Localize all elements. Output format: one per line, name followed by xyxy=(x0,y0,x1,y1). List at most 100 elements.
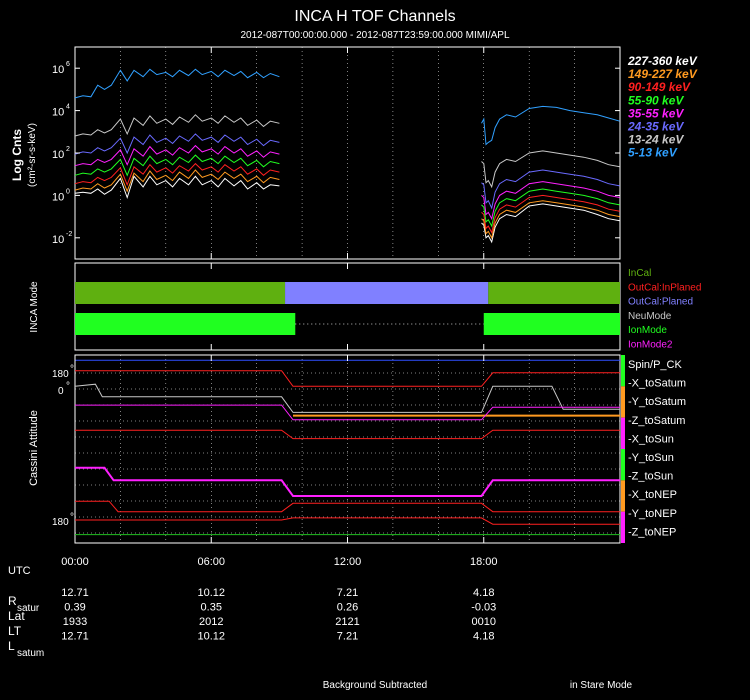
attitude-color-bar-segment xyxy=(621,511,625,543)
counts-y-tick-exp: 6 xyxy=(66,61,70,68)
counts-y-units: (cm²-sr-s-keV) xyxy=(27,123,38,187)
time-tick-label: 12:00 xyxy=(334,556,362,568)
series-line-149-227-keV-after-gap xyxy=(481,200,620,240)
ephemeris-value: 7.21 xyxy=(337,631,358,643)
attitude-legend--Y_toSatum: -Y_toSatum xyxy=(628,396,686,408)
series-line-227-360-keV-before-gap xyxy=(74,175,280,200)
ephemeris-value: 4.18 xyxy=(473,587,494,599)
series-line-55-90-keV-before-gap xyxy=(74,154,280,177)
footer-background-note: Background Subtracted xyxy=(323,680,428,691)
mode-legend-OutCal-Planed: OutCal:Planed xyxy=(628,297,693,308)
series-line-24-35-keV-before-gap xyxy=(74,133,280,155)
attitude-color-bar-segment xyxy=(621,480,625,512)
mode-y-label: INCA Mode xyxy=(29,281,40,333)
attitude-top-tick: 180 ° xyxy=(52,364,74,380)
mode-bands xyxy=(75,282,620,335)
utc-label: UTC xyxy=(8,565,31,577)
attitude-color-bar-segment xyxy=(621,417,625,449)
mode-legend-OutCal-InPlaned: OutCal:InPlaned xyxy=(628,282,701,293)
time-axis: 00:00 06:00 12:00 18:00 xyxy=(61,47,498,568)
chart-subtitle: 2012-087T00:00:00.000 - 2012-087T23:59:0… xyxy=(240,30,510,41)
mode-band-IonMode xyxy=(483,313,620,335)
ephemeris-label: LT xyxy=(8,624,22,638)
time-tick-label: 00:00 xyxy=(61,556,89,568)
series-line-55-90-keV-after-gap xyxy=(481,188,620,228)
counts-y-tick-exp: 0 xyxy=(66,188,70,195)
series-line-35-55-keV-before-gap xyxy=(74,144,280,167)
mode-panel-frame xyxy=(74,262,621,351)
mode-band-InCal xyxy=(75,282,286,304)
attitude-series-group xyxy=(74,355,625,543)
series-line-24-35-keV-after-gap xyxy=(481,169,620,210)
series-line-35-55-keV-after-gap xyxy=(481,181,620,221)
attitude-line--X_toSatum xyxy=(75,370,620,387)
counts-y-tick-exp: 2 xyxy=(66,146,70,153)
ephemeris-value: 2012 xyxy=(199,616,223,628)
counts-y-tick-base: 10 xyxy=(52,64,64,76)
attitude-line--Y_toNEP xyxy=(75,517,620,525)
ephemeris-value: 12.71 xyxy=(61,631,89,643)
counts-y-tick-base: 10 xyxy=(52,149,64,161)
attitude-bottom-tick: 180 ° xyxy=(52,512,74,528)
attitude-legend--Z_toNEP: -Z_toNEP xyxy=(628,526,676,538)
counts-series-group xyxy=(74,68,620,244)
series-line-13-24-keV-before-gap xyxy=(74,114,280,137)
ephemeris-value: 0.39 xyxy=(64,602,85,614)
legend-entry-90-149-keV: 90-149 keV xyxy=(628,80,691,94)
ephemeris-label-sub: satum xyxy=(17,648,44,659)
attitude-legend--Y_toNEP: -Y_toNEP xyxy=(628,508,677,520)
attitude-zero-tick: 0 ° xyxy=(58,381,70,397)
attitude-legend: Spin/P_CK -X_toSatum -Y_toSatum -Z_toSatum -… xyxy=(628,359,686,538)
legend-entry-24-35-keV: 24-35 keV xyxy=(627,120,684,134)
attitude-line--Y_toSun xyxy=(75,429,620,440)
attitude-legend-Spin-P_CK: Spin/P_CK xyxy=(628,359,682,371)
legend-entry-227-360-keV: 227-360 keV xyxy=(627,54,698,68)
attitude-top-tick-value: 180 xyxy=(52,369,69,380)
mode-legend: InCal OutCal:InPlaned OutCal:Planed NeuMode… xyxy=(628,268,701,351)
mode-legend-NeuMode: NeuMode xyxy=(628,311,672,322)
ephemeris-value: 2121 xyxy=(335,616,359,628)
attitude-zero-tick-unit: ° xyxy=(66,381,70,392)
series-line-5-13-keV-after-gap xyxy=(481,105,620,146)
series-line-149-227-keV-before-gap xyxy=(74,169,280,193)
counts-y-tick-base: 10 xyxy=(52,107,64,119)
attitude-legend--X_toSun: -X_toSun xyxy=(628,433,674,445)
ephemeris-value: 0010 xyxy=(472,616,496,628)
ephemeris-value: 4.18 xyxy=(473,631,494,643)
time-tick-label: 18:00 xyxy=(470,556,498,568)
ephemeris-label: Lat xyxy=(8,609,25,623)
ephemeris-value: 0.26 xyxy=(337,602,358,614)
legend-entry-5-13-keV: 5-13 keV xyxy=(628,146,678,160)
attitude-legend--X_toNEP: -X_toNEP xyxy=(628,489,677,501)
ephemeris-value: -0.03 xyxy=(471,602,496,614)
mode-band-IonMode xyxy=(75,313,296,335)
series-line-5-13-keV-before-gap xyxy=(74,68,280,99)
ephemeris-label: L xyxy=(8,639,15,653)
legend-entry-35-55-keV: 35-55 keV xyxy=(628,106,684,120)
series-line-227-360-keV-after-gap xyxy=(481,203,620,244)
counts-y-tick-base: 10 xyxy=(52,191,64,203)
ephemeris-value: 7.21 xyxy=(337,587,358,599)
attitude-legend--Z_toSatum: -Z_toSatum xyxy=(628,415,685,427)
mode-legend-IonMode2: IonMode2 xyxy=(628,340,673,351)
ephemeris-value: 10.12 xyxy=(197,587,225,599)
ephemeris-label: R xyxy=(8,594,17,608)
attitude-color-bar-segment xyxy=(621,355,625,387)
ephemeris-values: 12.71 0.39 1933 12.71 10.12 0.35 2012 10.12 7.21… xyxy=(61,587,496,643)
chart-title: INCA H TOF Channels xyxy=(294,8,455,25)
attitude-legend--X_toSatum: -X_toSatum xyxy=(628,378,686,390)
attitude-y-label: Cassini Attitude xyxy=(28,410,40,486)
attitude-legend--Z_toSun: -Z_toSun xyxy=(628,471,673,483)
attitude-color-bar-segment xyxy=(621,449,625,481)
attitude-line--Z_toSun xyxy=(75,466,620,497)
ephemeris-value: 10.12 xyxy=(197,631,225,643)
attitude-line--Y_toSatum xyxy=(74,383,620,413)
counts-y-tick-exp: 4 xyxy=(66,104,70,111)
counts-y-label: Log Cnts xyxy=(10,129,24,181)
mode-legend-InCal: InCal xyxy=(628,268,651,279)
footer-mode-note: in Stare Mode xyxy=(570,680,633,691)
